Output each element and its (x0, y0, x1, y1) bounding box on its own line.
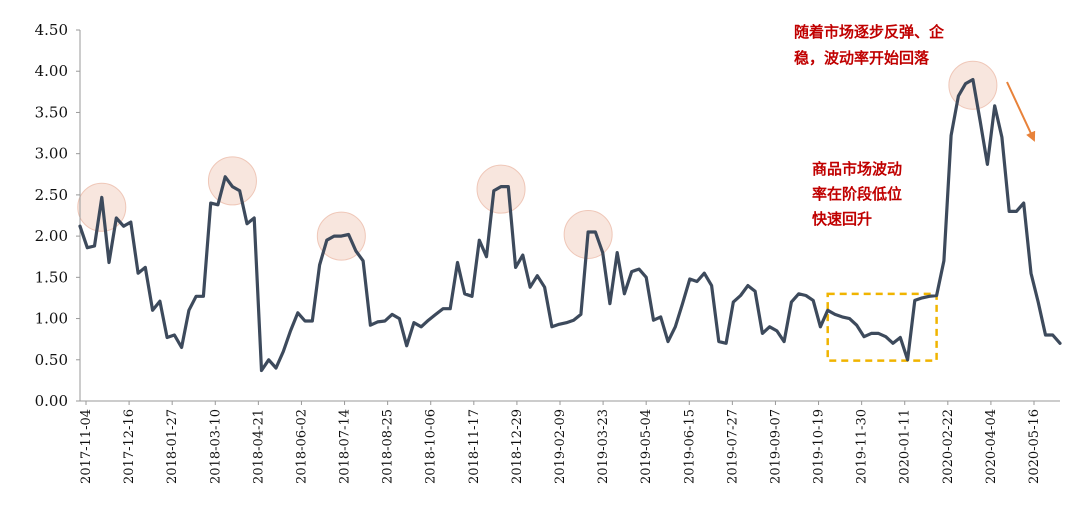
x-tick-label-12: 2019-03-23 (596, 409, 611, 484)
y-tick-label-3: 1.50 (35, 268, 68, 286)
x-tick-label-16: 2019-09-07 (768, 409, 783, 484)
x-tick-label-21: 2020-04-04 (984, 409, 999, 484)
highlight-circle-1 (207, 156, 257, 206)
x-tick-label-18: 2019-11-30 (855, 409, 870, 484)
y-tick-label-7: 3.50 (35, 103, 68, 121)
arrow-layer (1006, 81, 1036, 142)
y-tick-label-2: 1.00 (35, 310, 68, 328)
annotation-low-line-1: 商品市场波动 (812, 160, 902, 178)
x-tick-label-13: 2019-05-04 (639, 409, 654, 484)
x-tick-label-2: 2018-01-27 (165, 409, 180, 484)
annotation-low-line-3: 快速回升 (812, 210, 872, 228)
y-tick-labels: 0.00 0.50 1.00 1.50 2.00 2.50 3.00 3.50 4.00 4.50 (35, 21, 80, 410)
x-tick-label-10: 2018-12-29 (510, 409, 525, 484)
x-tick-label-20: 2020-02-22 (941, 409, 956, 484)
y-tick-label-1: 0.50 (35, 351, 68, 369)
y-tick-label-6: 3.00 (35, 145, 68, 163)
annotation-rebound-line-2: 稳，波动率开始回落 (794, 49, 930, 67)
y-tick-label-9: 4.50 (35, 21, 68, 39)
x-tick-label-15: 2019-07-27 (725, 409, 740, 484)
x-tick-label-9: 2018-11-17 (467, 409, 482, 484)
x-tick-label-0: 2017-11-04 (79, 409, 94, 484)
axes (79, 30, 1060, 402)
y-tick-label-5: 2.50 (35, 186, 68, 204)
x-tick-label-6: 2018-07-14 (338, 409, 353, 484)
x-tick-label-11: 2019-02-09 (553, 409, 568, 484)
y-tick-label-4: 2.00 (35, 227, 68, 245)
x-tick-label-7: 2018-08-25 (381, 409, 396, 484)
annotation-arrow (1006, 81, 1036, 142)
y-tick-label-8: 4.00 (35, 62, 68, 80)
volatility-series-line (78, 77, 1062, 373)
x-tick-label-22: 2020-05-16 (1027, 409, 1042, 484)
highlight-box-layer (826, 292, 938, 362)
x-tick-label-14: 2019-06-15 (682, 409, 697, 484)
x-tick-label-5: 2018-06-02 (294, 409, 309, 484)
x-tick-label-19: 2020-01-11 (898, 409, 913, 484)
annotation-low-line-2: 率在阶段低位 (812, 185, 902, 203)
y-tick-label-0: 0.00 (35, 392, 68, 410)
x-tick-label-4: 2018-04-21 (251, 409, 266, 484)
x-tick-label-1: 2017-12-16 (122, 409, 137, 484)
highlight-circle-3 (476, 164, 526, 214)
x-tick-label-17: 2019-10-19 (812, 409, 827, 484)
x-tick-label-8: 2018-10-06 (424, 409, 439, 484)
series-layer (78, 77, 1062, 373)
annotation-rebound-line-1: 随着市场逐步反弹、企 (794, 23, 945, 41)
highlight-box (826, 292, 938, 362)
x-tick-labels: 2017-11-04 2017-12-16 2018-01-27 2018-03-10… (79, 401, 1042, 484)
x-tick-label-3: 2018-03-10 (208, 409, 223, 484)
